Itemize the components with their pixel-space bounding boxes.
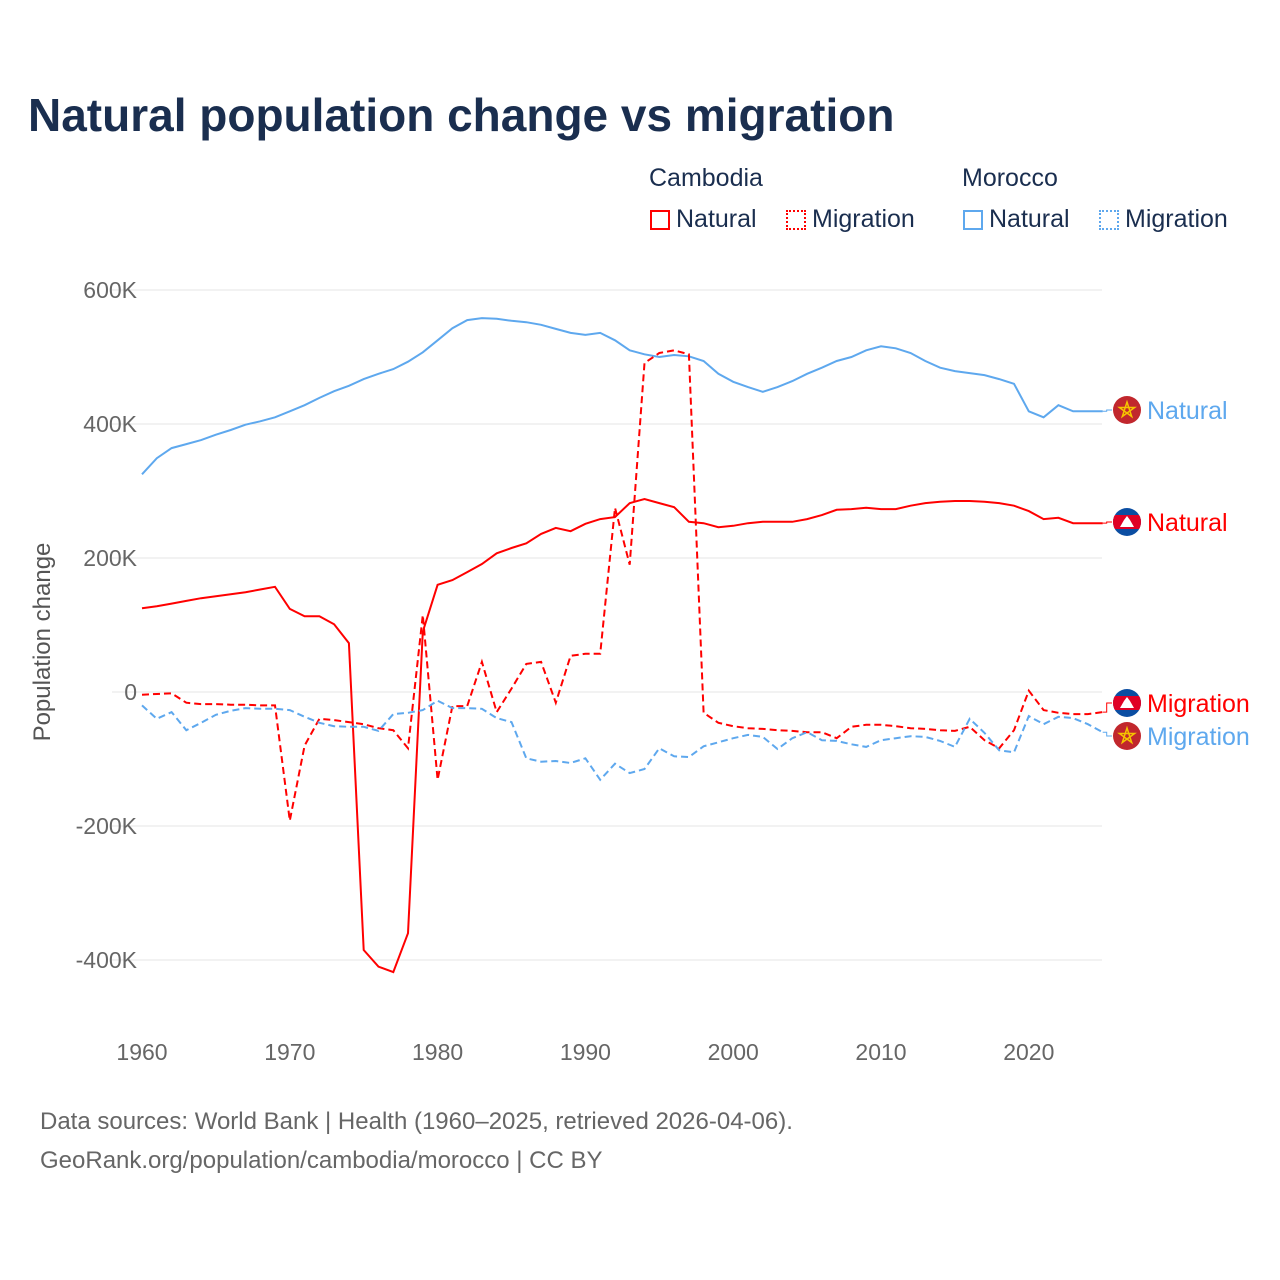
legend-morocco-migration[interactable]: Migration bbox=[1099, 205, 1228, 234]
series-line-cambodia-natural bbox=[141, 497, 1103, 974]
y-tick-label: 0 bbox=[124, 679, 137, 705]
source-line: Data sources: World Bank | Health (1960–… bbox=[40, 1108, 793, 1135]
chart-title: Natural population change vs migration bbox=[28, 89, 895, 141]
y-axis-label: Population change bbox=[29, 543, 56, 742]
y-tick-label: 400K bbox=[83, 411, 137, 437]
legend-label: Natural bbox=[676, 205, 757, 233]
x-tick-label: 2000 bbox=[708, 1039, 759, 1065]
series-line-morocco-natural bbox=[141, 317, 1103, 475]
legend-group-morocco: Morocco bbox=[962, 164, 1058, 192]
legend-cambodia-natural[interactable]: Natural bbox=[650, 205, 757, 234]
legend-swatch-dotted-red bbox=[786, 209, 806, 230]
series-line-cambodia-migration bbox=[141, 349, 1103, 821]
legend-swatch-solid-blue bbox=[963, 209, 983, 230]
y-tick-label: 600K bbox=[83, 277, 137, 303]
morocco-flag-icon bbox=[1113, 722, 1141, 750]
legend-label: Natural bbox=[989, 205, 1070, 233]
series-end-label: Natural bbox=[1147, 509, 1228, 537]
x-tick-label: 2010 bbox=[855, 1039, 906, 1065]
x-tick-label: 1970 bbox=[264, 1039, 315, 1065]
x-tick-label: 1990 bbox=[560, 1039, 611, 1065]
x-tick-label: 2020 bbox=[1003, 1039, 1054, 1065]
label-connector bbox=[1102, 521, 1112, 524]
legend-swatch-dotted-blue bbox=[1099, 209, 1119, 230]
morocco-flag-icon bbox=[1113, 396, 1141, 424]
legend-label: Migration bbox=[1125, 205, 1228, 233]
series-line-morocco-migration bbox=[141, 699, 1104, 782]
legend-swatch-solid-red bbox=[650, 209, 670, 230]
cambodia-flag-icon bbox=[1113, 508, 1141, 536]
y-tick-label: -400K bbox=[76, 947, 138, 973]
y-tick-label: -200K bbox=[76, 813, 138, 839]
url-line[interactable]: GeoRank.org/population/cambodia/morocco … bbox=[40, 1147, 603, 1174]
series-end-label: Migration bbox=[1147, 690, 1250, 718]
legend-cambodia-migration[interactable]: Migration bbox=[786, 205, 915, 234]
x-tick-label: 1980 bbox=[412, 1039, 463, 1065]
cambodia-flag-icon bbox=[1113, 689, 1141, 717]
legend-label: Migration bbox=[812, 205, 915, 233]
series-end-label: Migration bbox=[1147, 723, 1250, 751]
x-tick-label: 1960 bbox=[116, 1039, 167, 1065]
series-end-label: Natural bbox=[1147, 397, 1228, 425]
label-connector bbox=[1102, 702, 1112, 713]
legend-morocco-natural[interactable]: Natural bbox=[963, 205, 1070, 234]
label-connector bbox=[1102, 731, 1112, 737]
label-connector bbox=[1102, 409, 1112, 412]
legend-group-cambodia: Cambodia bbox=[649, 164, 763, 192]
y-tick-label: 200K bbox=[83, 545, 137, 571]
